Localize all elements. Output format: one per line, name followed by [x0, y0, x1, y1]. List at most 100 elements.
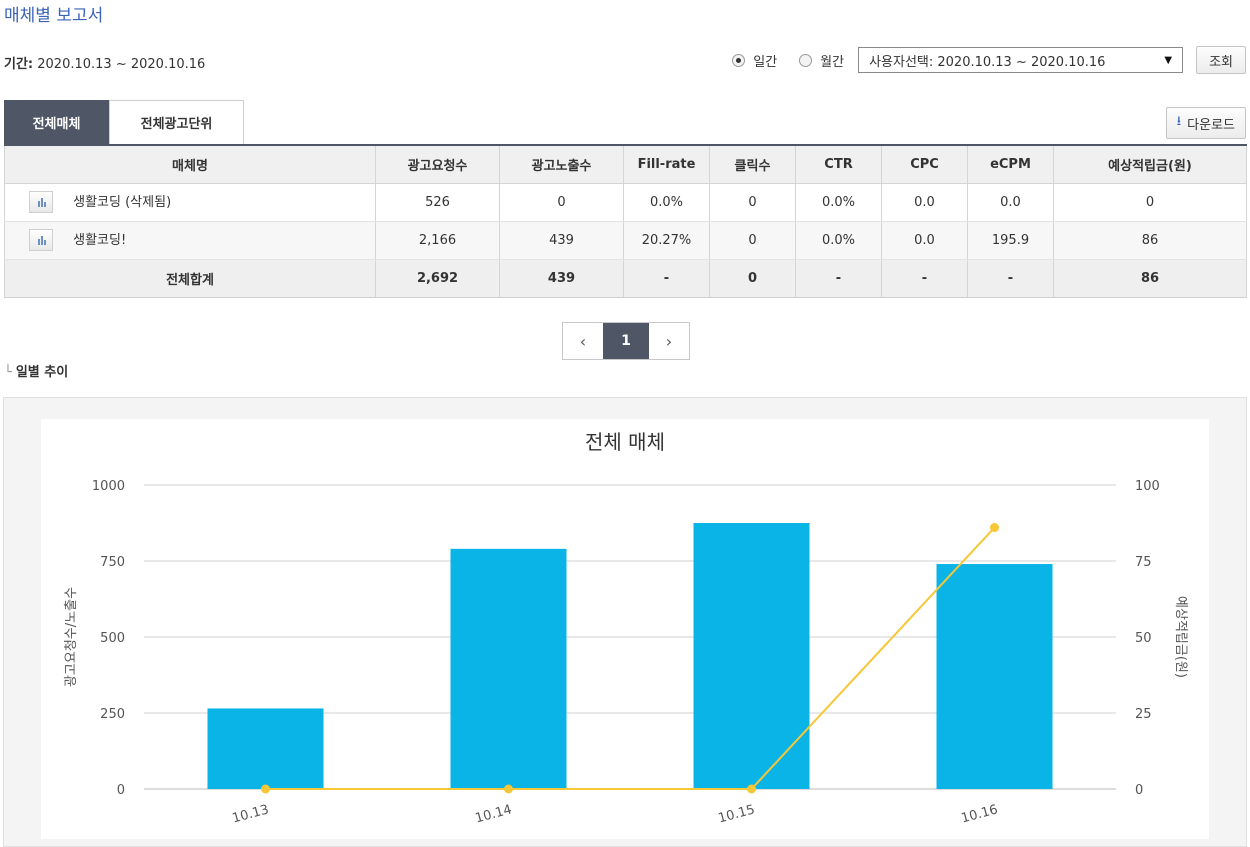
next-page-button[interactable]: › [649, 323, 689, 359]
y2-tick-label: 25 [1135, 707, 1152, 722]
tab-bar: 전체매체 전체광고단위 [4, 100, 244, 144]
table-row: 생활코딩! 2,166 439 20.27% 0 0.0% 0.0 195.9 … [4, 221, 1247, 260]
table-cell: 439 [499, 221, 624, 260]
table-row: 생활코딩 (삭제됨) 526 0 0.0% 0 0.0% 0.0 0.0 0 [4, 183, 1247, 222]
chart-bar [693, 523, 810, 789]
y-tick-label: 500 [100, 631, 125, 646]
column-header: 예상적립금(원) [1053, 144, 1247, 184]
monthly-radio[interactable] [799, 53, 813, 67]
line-point [261, 784, 270, 794]
x-tick-label: 10.16 [960, 802, 1000, 826]
total-label: 전체합계 [4, 258, 376, 298]
line-point [747, 784, 756, 794]
x-tick-label: 10.14 [474, 802, 514, 826]
media-name: 생활코딩! [73, 232, 127, 248]
table-cell: 0.0 [881, 221, 968, 260]
y-tick-label: 1000 [92, 479, 125, 494]
tab-all-media[interactable]: 전체매체 [4, 100, 109, 144]
period-label: 기간: [4, 57, 34, 72]
table-cell: 0 [709, 183, 796, 222]
download-label: 다운로드 [1187, 117, 1235, 133]
table-cell: - [623, 258, 710, 298]
bar-chart-icon[interactable] [29, 229, 53, 252]
column-header: 광고요청수 [375, 144, 500, 184]
dropdown-arrow-icon: ▼ [1164, 54, 1173, 66]
table-cell: 0.0% [795, 183, 882, 222]
table-cell: 0.0 [881, 183, 968, 222]
tab-all-ad-units[interactable]: 전체광고단위 [109, 100, 244, 144]
column-header: Fill-rate [623, 144, 710, 184]
line-point [504, 784, 513, 794]
download-button[interactable]: ⭳ 다운로드 [1165, 107, 1246, 139]
daily-radio[interactable] [732, 53, 746, 67]
date-range-select[interactable]: 사용자선택: 2020.10.13 ~ 2020.10.16 ▼ [858, 47, 1184, 73]
column-header: eCPM [967, 144, 1054, 184]
y2-axis-label: 예상적립금(원) [1173, 596, 1188, 678]
table-cell: 439 [499, 258, 624, 298]
table-cell: 0 [1053, 183, 1247, 222]
chart-title: 전체 매체 [585, 430, 665, 454]
table-header-row: 매체명 광고요청수 광고노출수 Fill-rate 클릭수 CTR CPC eC… [4, 144, 1247, 184]
table-cell: 2,692 [375, 258, 500, 298]
prev-page-button[interactable]: ‹ [563, 323, 603, 359]
column-header: 광고노출수 [499, 144, 624, 184]
chart-bar [936, 564, 1053, 789]
download-icon: ⭳ [1176, 114, 1182, 129]
period-info: 기간: 2020.10.13 ~ 2020.10.16 [4, 53, 205, 72]
daily-radio-label: 일간 [753, 54, 778, 70]
page-title: 매체별 보고서 [4, 6, 104, 26]
monthly-radio-option[interactable]: 월간 [799, 51, 844, 70]
column-header: CPC [881, 144, 968, 184]
filter-bar: 일간 월간 사용자선택: 2020.10.13 ~ 2020.10.16 ▼ 조… [732, 46, 1246, 74]
date-range-select-value: 사용자선택: 2020.10.13 ~ 2020.10.16 [869, 54, 1106, 70]
y-tick-label: 250 [100, 707, 125, 722]
column-header: CTR [795, 144, 882, 184]
corner-marker-icon: └ [4, 365, 12, 380]
media-report-table: 매체명 광고요청수 광고노출수 Fill-rate 클릭수 CTR CPC eC… [4, 144, 1247, 298]
table-cell: 0.0% [795, 221, 882, 260]
table-cell: - [967, 258, 1054, 298]
y2-tick-label: 75 [1135, 555, 1152, 570]
table-cell: 0 [499, 183, 624, 222]
table-cell: 86 [1053, 221, 1247, 260]
chart-bar [207, 708, 324, 789]
media-name-cell: 생활코딩 (삭제됨) [4, 183, 376, 222]
pagination: ‹ 1 › [562, 322, 690, 360]
table-cell: 0.0% [623, 183, 710, 222]
media-name: 생활코딩 (삭제됨) [73, 194, 172, 210]
y-axis-label: 광고요청수/노출수 [64, 587, 79, 687]
daily-radio-option[interactable]: 일간 [732, 51, 777, 70]
y-tick-label: 750 [100, 555, 125, 570]
table-cell: 20.27% [623, 221, 710, 260]
chart-panel: 전체 매체 0 250 500 750 1000 0 25 50 75 100 광고요청수/노출수 예상… [3, 397, 1247, 847]
y2-tick-label: 0 [1135, 783, 1143, 798]
table-cell: 526 [375, 183, 500, 222]
x-tick-label: 10.15 [717, 802, 757, 826]
chart-bar [450, 548, 567, 789]
bar-chart-icon[interactable] [29, 191, 53, 214]
table-cell: 0 [709, 258, 796, 298]
table-cell: - [881, 258, 968, 298]
table-cell: 195.9 [967, 221, 1054, 260]
column-header: 매체명 [4, 144, 376, 184]
current-page-button[interactable]: 1 [603, 323, 649, 359]
line-point [990, 523, 999, 533]
table-cell: 0 [709, 221, 796, 260]
table-cell: 2,166 [375, 221, 500, 260]
daily-trend-chart: 전체 매체 0 250 500 750 1000 0 25 50 75 100 광고요청수/노출수 예상… [64, 430, 1188, 826]
table-cell: - [795, 258, 882, 298]
table-cell: 86 [1053, 258, 1247, 298]
x-tick-label: 10.13 [231, 802, 271, 826]
y2-tick-label: 100 [1135, 479, 1160, 494]
table-total-row: 전체합계 2,692 439 - 0 - - - 86 [4, 258, 1247, 298]
y-tick-label: 0 [117, 783, 125, 798]
column-header: 클릭수 [709, 144, 796, 184]
table-cell: 0.0 [967, 183, 1054, 222]
media-name-cell: 생활코딩! [4, 221, 376, 260]
series-line [265, 526, 996, 790]
period-value: 2020.10.13 ~ 2020.10.16 [37, 57, 206, 72]
chart-area: 전체 매체 0 250 500 750 1000 0 25 50 75 100 광고요청수/노출수 예상… [41, 419, 1209, 839]
monthly-radio-label: 월간 [820, 54, 845, 70]
section-title-text: 일별 추이 [15, 365, 69, 380]
search-button[interactable]: 조회 [1196, 46, 1246, 74]
